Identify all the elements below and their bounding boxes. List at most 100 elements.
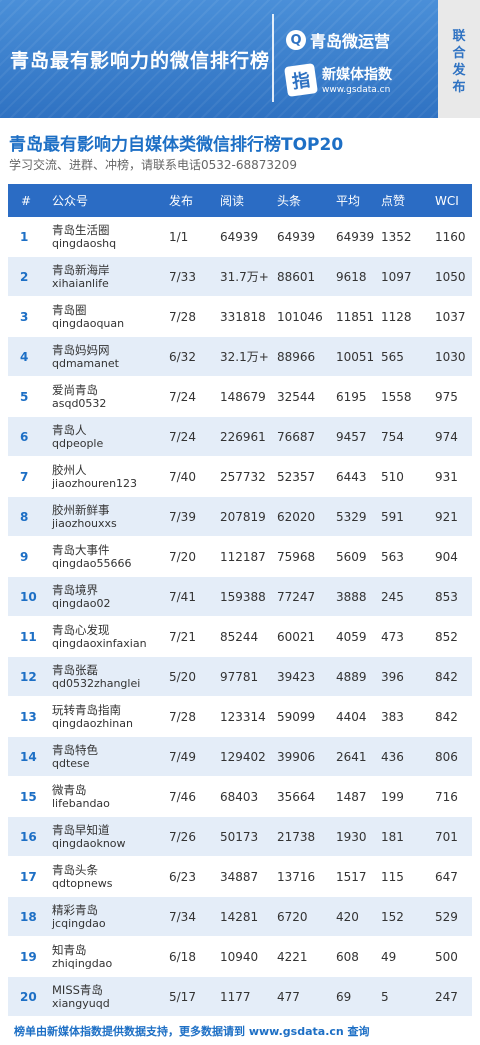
account-cell: 青岛张磊 qd0532zhanglei (50, 663, 163, 691)
account-id: qingdao02 (52, 596, 111, 610)
account-name: 青岛大事件 (52, 542, 110, 557)
read-cell: 1177 (220, 989, 251, 1004)
publish-cell: 7/49 (169, 749, 196, 764)
account-cell: 微青岛 lifebandao (50, 783, 163, 811)
likes-cell: 591 (381, 509, 404, 524)
table-row: 2 青岛新海岸 xihaianlife 7/33 31.7万+ 88601 9618 1097… (8, 257, 472, 297)
read-cell: 32.1万+ (220, 350, 269, 364)
publish-cell: 7/21 (169, 629, 196, 644)
publish-cell: 5/20 (169, 669, 196, 684)
account-id: qd0532zhanglei (52, 676, 141, 690)
account-name: 胶州新鲜事 (52, 502, 110, 517)
account-cell: 青岛早知道 qingdaoknow (50, 823, 163, 851)
publish-cell: 7/40 (169, 469, 196, 484)
rank-cell: 3 (20, 309, 29, 324)
table-row: 3 青岛圈 qingdaoquan 7/28 331818 101046 11851 1128… (8, 297, 472, 337)
joint-release-tag: 联 合 发 布 (438, 0, 480, 118)
wci-cell: 1037 (435, 309, 466, 324)
average-cell: 10051 (336, 349, 375, 364)
table-row: 9 青岛大事件 qingdao55666 7/20 112187 75968 5609 563… (8, 537, 472, 577)
headline-cell: 32544 (277, 389, 316, 404)
read-cell: 85244 (220, 629, 259, 644)
headline-cell: 62020 (277, 509, 316, 524)
wci-cell: 701 (435, 829, 458, 844)
account-id: qingdaoshq (52, 236, 117, 250)
table-row: 19 知青岛 zhiqingdao 6/18 10940 4221 608 49 500 (8, 937, 472, 977)
account-cell: 青岛大事件 qingdao55666 (50, 543, 163, 571)
wci-cell: 842 (435, 709, 458, 724)
account-id: qdpeople (52, 436, 104, 450)
account-id: qdtopnews (52, 876, 113, 890)
brand-gsdata: 指 新媒体指数 www.gsdata.cn (284, 62, 392, 97)
publish-cell: 6/32 (169, 349, 196, 364)
read-cell: 148679 (220, 389, 266, 404)
read-cell: 207819 (220, 509, 266, 524)
headline-cell: 477 (277, 989, 300, 1004)
wci-cell: 1160 (435, 229, 466, 244)
account-cell: 青岛妈妈网 qdmamanet (50, 343, 163, 371)
read-cell: 14281 (220, 909, 259, 924)
rank-cell: 19 (20, 949, 37, 964)
average-cell: 11851 (336, 309, 375, 324)
average-cell: 9618 (336, 269, 367, 284)
read-cell: 129402 (220, 749, 266, 764)
table-row: 14 青岛特色 qdtese 7/49 129402 39906 2641 436 806 (8, 737, 472, 777)
account-name: 青岛头条 (52, 862, 98, 877)
rank-cell: 13 (20, 709, 37, 724)
likes-cell: 510 (381, 469, 404, 484)
side-tag-char: 布 (452, 80, 466, 95)
likes-cell: 5 (381, 989, 389, 1004)
publish-cell: 7/46 (169, 789, 196, 804)
header-banner: 青岛最有影响力的微信排行榜 Q 青岛微运营 指 新媒体指数 www.gsdata… (0, 0, 480, 118)
publish-cell: 6/18 (169, 949, 196, 964)
wci-cell: 974 (435, 429, 458, 444)
average-cell: 69 (336, 989, 352, 1004)
rank-cell: 8 (20, 509, 29, 524)
headline-cell: 76687 (277, 429, 316, 444)
q-logo-icon: Q (286, 30, 306, 50)
average-cell: 2641 (336, 749, 367, 764)
account-name: 青岛生活圈 (52, 222, 110, 237)
account-name: 青岛新海岸 (52, 262, 110, 277)
header-likes: 点赞 (381, 194, 406, 208)
account-cell: 青岛生活圈 qingdaoshq (50, 223, 163, 251)
read-cell: 159388 (220, 589, 266, 604)
publish-cell: 7/33 (169, 269, 196, 284)
wci-cell: 647 (435, 869, 458, 884)
headline-cell: 59099 (277, 709, 316, 724)
table-row: 17 青岛头条 qdtopnews 6/23 34887 13716 1517 115 647 (8, 857, 472, 897)
wci-cell: 500 (435, 949, 458, 964)
likes-cell: 1097 (381, 269, 412, 284)
publish-cell: 1/1 (169, 229, 189, 244)
rank-cell: 15 (20, 789, 37, 804)
rank-cell: 7 (20, 469, 29, 484)
average-cell: 9457 (336, 429, 367, 444)
header-rank: # (21, 193, 32, 208)
rank-cell: 2 (20, 269, 29, 284)
account-name: 青岛境界 (52, 582, 98, 597)
average-cell: 4059 (336, 629, 367, 644)
likes-cell: 383 (381, 709, 404, 724)
wci-cell: 1030 (435, 349, 466, 364)
headline-cell: 60021 (277, 629, 316, 644)
average-cell: 1930 (336, 829, 367, 844)
headline-cell: 39906 (277, 749, 316, 764)
rank-cell: 1 (20, 229, 29, 244)
publish-cell: 7/34 (169, 909, 196, 924)
wci-cell: 716 (435, 789, 458, 804)
account-cell: 青岛心发现 qingdaoxinfaxian (50, 623, 163, 651)
gsdata-logo-icon: 指 (284, 62, 318, 97)
rank-cell: 10 (20, 589, 37, 604)
account-name: 玩转青岛指南 (52, 702, 121, 717)
likes-cell: 245 (381, 589, 404, 604)
publish-cell: 7/41 (169, 589, 196, 604)
account-id: zhiqingdao (52, 956, 113, 970)
publish-cell: 7/39 (169, 509, 196, 524)
wci-cell: 1050 (435, 269, 466, 284)
account-cell: 青岛头条 qdtopnews (50, 863, 163, 891)
account-id: jcqingdao (52, 916, 106, 930)
table-row: 8 胶州新鲜事 jiaozhouxxs 7/39 207819 62020 5329 591 9… (8, 497, 472, 537)
header-publish: 发布 (169, 194, 194, 208)
average-cell: 4404 (336, 709, 367, 724)
headline-cell: 21738 (277, 829, 316, 844)
